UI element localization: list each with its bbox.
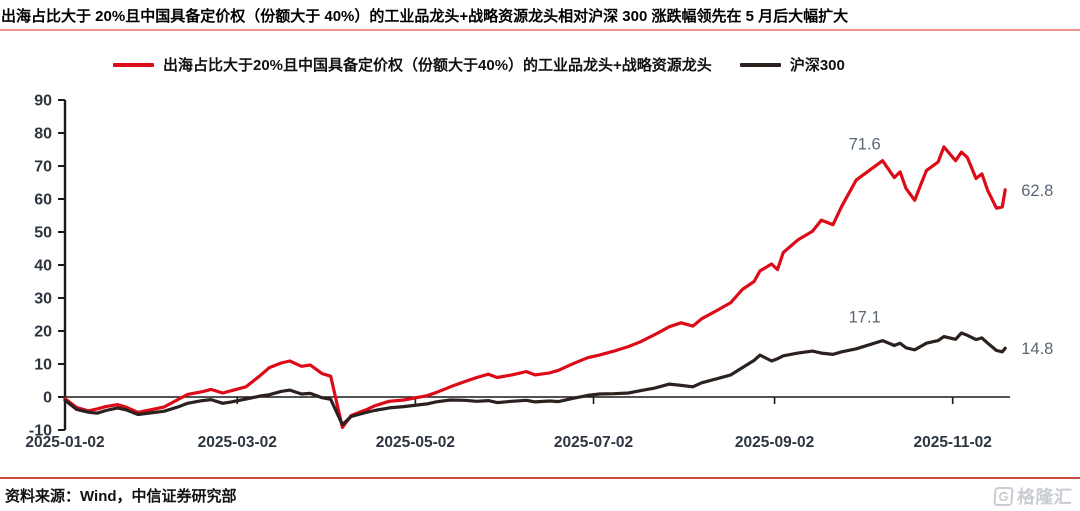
gelonghui-logo-text: 格隆汇 [1015,487,1073,507]
legend-line-black-icon [739,62,781,67]
legend-line-red-icon [113,62,154,67]
y-tick-label: -10 [29,423,52,440]
value-label: 71.6 [849,136,881,154]
value-label: 62.8 [1021,182,1053,200]
y-tick-label: 80 [34,126,52,143]
y-tick-label: 50 [34,225,52,242]
value-label: 17.1 [849,309,881,327]
y-tick-label: 90 [34,93,52,110]
footer-divider [0,477,1080,479]
y-tick-label: 40 [34,258,52,275]
x-tick-label: 2025-09-02 [735,434,814,451]
y-tick-label: 70 [34,159,52,176]
data-labels: 71.6 62.8 17.1 14.8 [849,136,1054,358]
y-tick-label: 0 [43,390,52,407]
source-text: 资料来源：Wind，中信证券研究部 [5,488,237,505]
y-tick-label: 30 [34,291,52,308]
y-tick-label: 20 [34,324,52,341]
gelonghui-g-icon: G [992,486,1014,506]
series-csi300-line [63,331,1007,427]
x-axis: 2025-01-02 2025-03-02 2025-05-02 2025-07-02… [25,396,1010,451]
gelonghui-logo: G 格隆汇 [992,483,1073,509]
x-tick-label: 2025-11-02 [913,434,991,451]
y-tick-label: 60 [34,192,52,209]
chart-legend: 出海占比大于20%且中国具备定价权（份额大于40%）的工业品龙头+战略资源龙头 … [113,54,845,75]
x-tick-label: 2025-01-02 [25,434,104,451]
y-tick-label: 10 [34,357,52,374]
legend-label-portfolio: 出海占比大于20%且中国具备定价权（份额大于40%）的工业品龙头+战略资源龙头 [163,57,712,74]
x-tick-label: 2025-07-02 [554,434,633,451]
value-label: 14.8 [1021,340,1053,358]
legend-item-portfolio: 出海占比大于20%且中国具备定价权（份额大于40%）的工业品龙头+战略资源龙头 [113,54,712,75]
figure-title: 出海占比大于 20%且中国具备定价权（份额大于 40%）的工业品龙头+战略资源龙… [0,0,1080,31]
legend-item-csi300: 沪深300 [739,54,845,75]
x-tick-label: 2025-05-02 [376,434,455,451]
series-portfolio-line [63,145,1007,429]
x-tick-label: 2025-03-02 [198,434,277,451]
y-axis: 90 80 70 60 50 40 30 20 10 0 -10 [29,93,67,440]
legend-label-csi300: 沪深300 [789,57,845,74]
